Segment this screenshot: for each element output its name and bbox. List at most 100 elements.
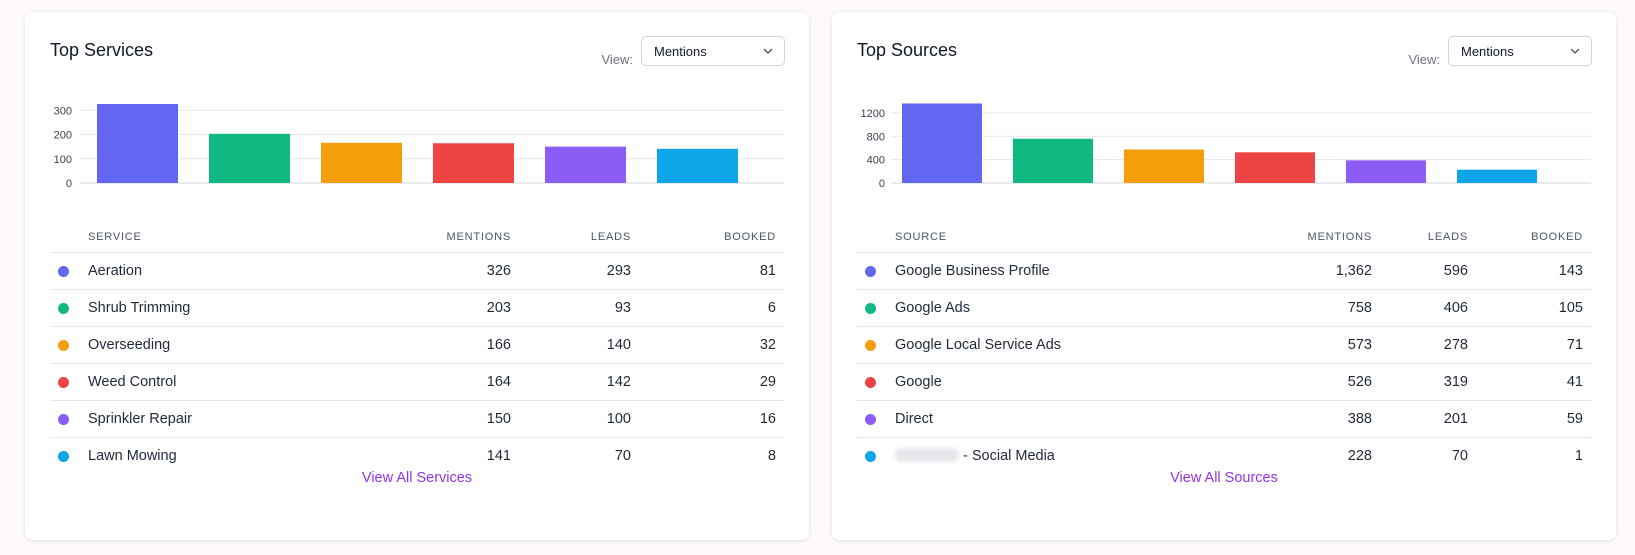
row-name-text: Google Business Profile — [895, 263, 1050, 279]
row-mentions: 141 — [486, 448, 511, 464]
column-header-leads: LEADS — [590, 231, 631, 243]
color-dot-icon — [58, 303, 69, 314]
view-all-sources-link[interactable]: View All Sources — [1170, 470, 1278, 486]
row-name-text: Overseeding — [88, 337, 171, 353]
row-name-text: Google Local Service Ads — [895, 337, 1062, 353]
column-header-leads: LEADS — [1427, 231, 1468, 243]
bar[interactable]: Direct: 388 — [1346, 160, 1426, 183]
bar[interactable]: Aeration: 326 — [97, 103, 178, 183]
color-dot-icon — [58, 414, 69, 425]
services-table: SERVICE MENTIONS LEADS BOOKED Aeration 32… — [50, 214, 784, 474]
row-leads: 278 — [1443, 337, 1468, 353]
y-tick-label: 100 — [54, 154, 72, 166]
table-row: - Social Media 228 70 1 — [857, 438, 1591, 474]
bar[interactable]: Shrub Trimming: 203 — [209, 133, 290, 183]
color-dot-icon — [58, 377, 69, 388]
row-leads: 293 — [606, 263, 631, 279]
row-name-text: Direct — [895, 411, 933, 427]
row-leads: 201 — [1443, 411, 1468, 427]
bar[interactable]: Google Business Profile: 1362 — [902, 103, 982, 183]
row-name: Google — [895, 374, 942, 390]
row-leads: 70 — [614, 448, 631, 464]
y-tick-label: 200 — [54, 130, 72, 142]
row-booked: 6 — [767, 300, 776, 316]
row-name-text: Google Ads — [895, 300, 970, 316]
y-tick-label: 0 — [66, 178, 72, 190]
table-row: Google Local Service Ads 573 278 71 — [857, 327, 1591, 364]
row-name: Google Local Service Ads — [895, 337, 1061, 353]
row-booked: 32 — [759, 337, 776, 353]
y-tick-label: 1200 — [861, 108, 885, 120]
row-booked: 8 — [767, 448, 776, 464]
color-dot-icon — [865, 414, 876, 425]
row-name-text: Lawn Mowing — [88, 448, 177, 464]
row-name: Google Business Profile — [895, 263, 1050, 279]
column-header-booked: BOOKED — [1531, 231, 1583, 243]
y-tick-label: 0 — [879, 178, 885, 190]
row-booked: 71 — [1566, 337, 1583, 353]
top-sources-card: Top Sources View: Mentions 0 400 800 1200 Go… — [832, 12, 1616, 540]
bar[interactable]: Sprinkler Repair: 150 — [545, 146, 626, 183]
table-body: Aeration 326 293 81 Shrub Trimming 203 93 6 Over… — [50, 253, 784, 474]
bar[interactable]: Weed Control: 164 — [433, 143, 514, 183]
view-select[interactable]: Mentions — [641, 36, 785, 66]
view-select[interactable]: Mentions — [1448, 36, 1592, 66]
bar[interactable]: Lawn Mowing: 141 — [657, 148, 738, 183]
row-name: Google Ads — [895, 300, 970, 316]
row-name-text: Sprinkler Repair — [88, 411, 192, 427]
column-header-mentions: MENTIONS — [446, 231, 511, 243]
sources-table: SOURCE MENTIONS LEADS BOOKED Google Busi… — [857, 214, 1591, 474]
row-name: - Social Media — [895, 448, 1055, 464]
column-header-mentions: MENTIONS — [1307, 231, 1372, 243]
bar[interactable]: - Social Media: 228 — [1457, 169, 1537, 183]
chevron-down-icon — [1570, 48, 1580, 54]
y-tick-label: 400 — [867, 155, 885, 167]
color-dot-icon — [865, 303, 876, 314]
services-bar-chart: 0 100 200 300 Aeration: 326 Shrub Trimming: 2… — [54, 103, 784, 190]
row-mentions: 526 — [1347, 374, 1372, 390]
row-name: Direct — [895, 411, 933, 427]
color-dot-icon — [58, 340, 69, 351]
bar[interactable]: Google: 526 — [1235, 152, 1315, 183]
bar[interactable]: Overseeding: 166 — [321, 142, 402, 183]
redacted-text — [895, 448, 959, 462]
table-row: Lawn Mowing 141 70 8 — [50, 438, 784, 474]
color-dot-icon — [865, 266, 876, 277]
table-row: Direct 388 201 59 — [857, 401, 1591, 438]
row-booked: 16 — [759, 411, 776, 427]
table-row: Aeration 326 293 81 — [50, 253, 784, 290]
card-title: Top Sources — [857, 40, 958, 60]
color-dot-icon — [865, 451, 876, 462]
color-dot-icon — [58, 451, 69, 462]
row-booked: 81 — [759, 263, 776, 279]
row-booked: 29 — [759, 374, 776, 390]
row-name-text: - Social Media — [963, 448, 1055, 464]
view-select-value: Mentions — [654, 44, 707, 59]
y-tick-label: 300 — [54, 105, 72, 117]
table-row: Sprinkler Repair 150 100 16 — [50, 401, 784, 438]
color-dot-icon — [865, 340, 876, 351]
view-label: View: — [1408, 52, 1440, 67]
row-mentions: 150 — [486, 411, 511, 427]
table-header: SOURCE MENTIONS LEADS BOOKED — [857, 214, 1591, 253]
top-services-card: Top Services View: Mentions 0 100 200 300 Ae… — [25, 12, 809, 540]
table-body: Google Business Profile 1,362 596 143 Google… — [857, 253, 1591, 474]
color-dot-icon — [58, 266, 69, 277]
table-row: Google 526 319 41 — [857, 364, 1591, 401]
row-mentions: 166 — [486, 337, 511, 353]
row-name-text: Weed Control — [88, 374, 177, 390]
row-leads: 142 — [606, 374, 631, 390]
view-label: View: — [601, 52, 633, 67]
row-name: Aeration — [88, 263, 142, 279]
row-leads: 596 — [1443, 263, 1468, 279]
view-all-services-link[interactable]: View All Services — [361, 470, 473, 486]
row-leads: 140 — [606, 337, 631, 353]
bar[interactable]: Google Local Service Ads: 573 — [1124, 149, 1204, 183]
column-header-booked: BOOKED — [724, 231, 776, 243]
bar[interactable]: Google Ads: 758 — [1013, 138, 1093, 183]
card-title: Top Services — [50, 40, 154, 60]
sources-bar-chart: 0 400 800 1200 Google Business Profile: 1362… — [861, 103, 1591, 190]
row-leads: 319 — [1443, 374, 1468, 390]
column-header-source: SOURCE — [895, 231, 947, 243]
row-leads: 100 — [606, 411, 631, 427]
